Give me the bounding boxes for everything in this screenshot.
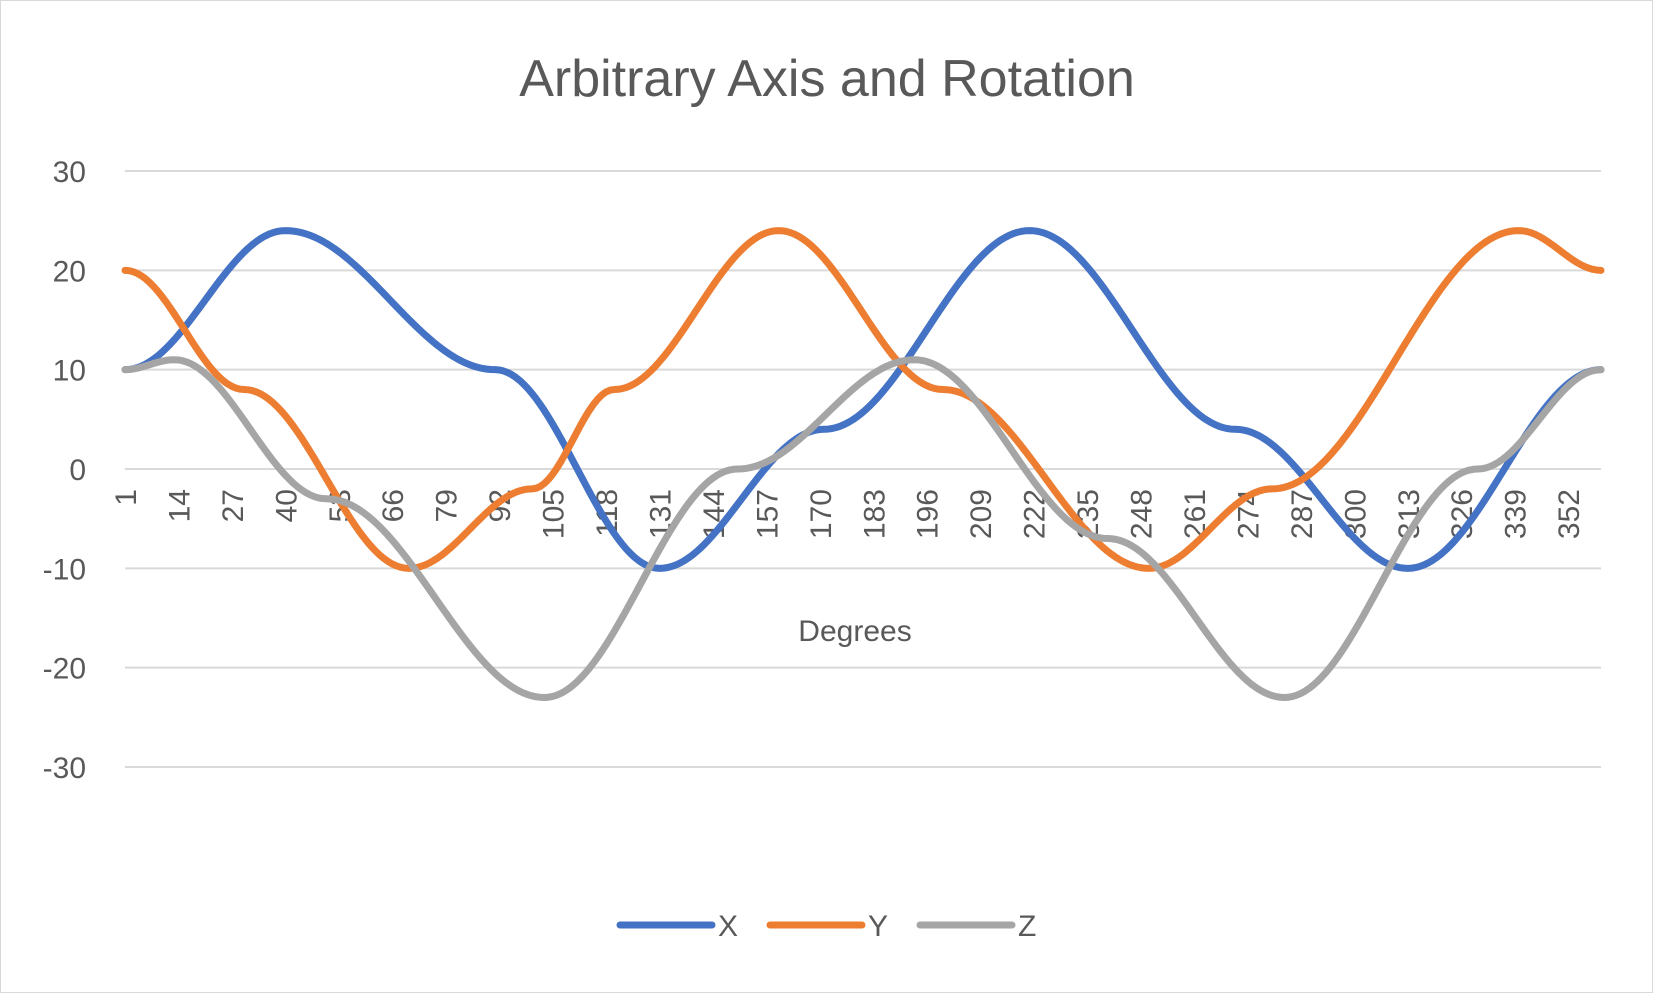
x-tick-label: 248 xyxy=(1126,489,1159,539)
x-tick-label: 79 xyxy=(431,489,464,522)
x-tick-label: 183 xyxy=(858,489,891,539)
y-tick-label: 30 xyxy=(53,156,86,189)
y-tick-label: -30 xyxy=(43,752,86,785)
series-lines xyxy=(121,227,1605,701)
x-tick-label: 105 xyxy=(538,489,571,539)
chart-title: Arbitrary Axis and Rotation xyxy=(519,50,1135,108)
x-tick-label: 1 xyxy=(110,489,143,506)
y-tick-label: -20 xyxy=(43,653,86,686)
y-tick-label: -10 xyxy=(43,553,86,586)
x-axis-ticks: 1 14 27 40 53 66 79 92 105 118 131 144 157 170 183 196 2… xyxy=(110,489,1586,539)
x-tick-label: 170 xyxy=(805,489,838,539)
legend-label-x: X xyxy=(718,910,738,943)
y-tick-label: 0 xyxy=(69,454,86,487)
legend-label-z: Z xyxy=(1018,910,1036,943)
series-line-y xyxy=(121,227,1605,572)
x-tick-label: 14 xyxy=(163,489,196,522)
x-tick-label: 339 xyxy=(1500,489,1533,539)
x-tick-label: 66 xyxy=(377,489,410,522)
gridlines xyxy=(125,170,1601,768)
x-axis-title: Degrees xyxy=(798,615,911,648)
x-tick-label: 352 xyxy=(1553,489,1586,539)
x-tick-label: 157 xyxy=(751,489,784,539)
y-tick-label: 20 xyxy=(53,255,86,288)
x-tick-label: 196 xyxy=(912,489,945,539)
x-tick-label: 40 xyxy=(270,489,303,522)
x-tick-label: 209 xyxy=(965,489,998,539)
legend: X Y Z xyxy=(616,910,1036,943)
x-tick-label: 287 xyxy=(1286,489,1319,539)
legend-label-y: Y xyxy=(868,910,888,943)
series-line-z xyxy=(121,356,1605,701)
y-tick-label: 10 xyxy=(53,355,86,388)
series-line-x xyxy=(121,227,1605,572)
x-tick-label: 27 xyxy=(217,489,250,522)
y-axis-ticks: 30 20 10 0 -10 -20 -30 xyxy=(43,156,86,785)
